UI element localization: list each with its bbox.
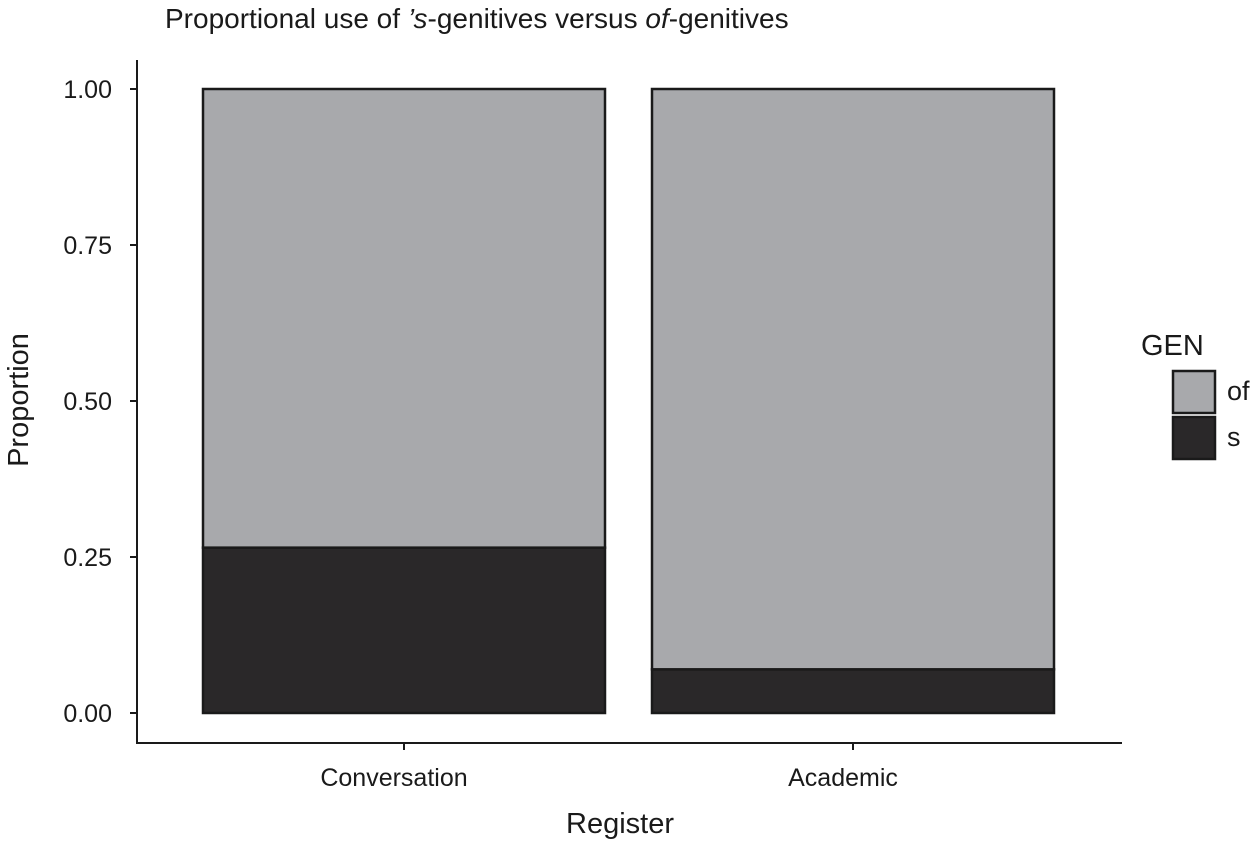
- y-tick-label: 0.25: [63, 544, 112, 572]
- x-tick-label: Academic: [788, 764, 898, 792]
- y-tick-label: 0.75: [63, 232, 112, 260]
- legend-swatch-s: [1171, 415, 1217, 461]
- chart-title-part: -genitives versus: [428, 3, 646, 34]
- chart-title-part: Proportional use of: [165, 3, 408, 34]
- y-tick-label: 0.50: [63, 388, 112, 416]
- legend-label-s: s: [1227, 422, 1241, 452]
- chart-title-part: -genitives: [669, 3, 789, 34]
- legend: GEN of s: [1141, 330, 1250, 461]
- x-axis-title: Register: [566, 808, 674, 840]
- chart-title: Proportional use of ’s-genitives versus …: [165, 3, 789, 34]
- bar-conversation-of: [201, 87, 607, 549]
- x-axis-ticks: Conversation Academic: [320, 743, 898, 792]
- legend-entries: of s: [1171, 369, 1250, 461]
- x-tick-label: Conversation: [320, 764, 467, 792]
- chart-title-part: of: [645, 3, 672, 34]
- y-axis-title: Proportion: [3, 333, 35, 467]
- bar-academic-s: [650, 668, 1056, 715]
- chart-title-part: ’s: [408, 3, 428, 34]
- y-tick-label: 1.00: [63, 76, 112, 104]
- legend-title: GEN: [1141, 330, 1204, 362]
- bar-conversation-s: [201, 546, 607, 715]
- bars-layer: [201, 87, 1056, 715]
- legend-label-of: of: [1227, 376, 1250, 406]
- y-axis-ticks: 0.00 0.25 0.50 0.75 1.00: [63, 76, 137, 728]
- y-tick-label: 0.00: [63, 700, 112, 728]
- legend-swatch-of: [1171, 369, 1217, 415]
- bar-academic-of: [650, 87, 1056, 671]
